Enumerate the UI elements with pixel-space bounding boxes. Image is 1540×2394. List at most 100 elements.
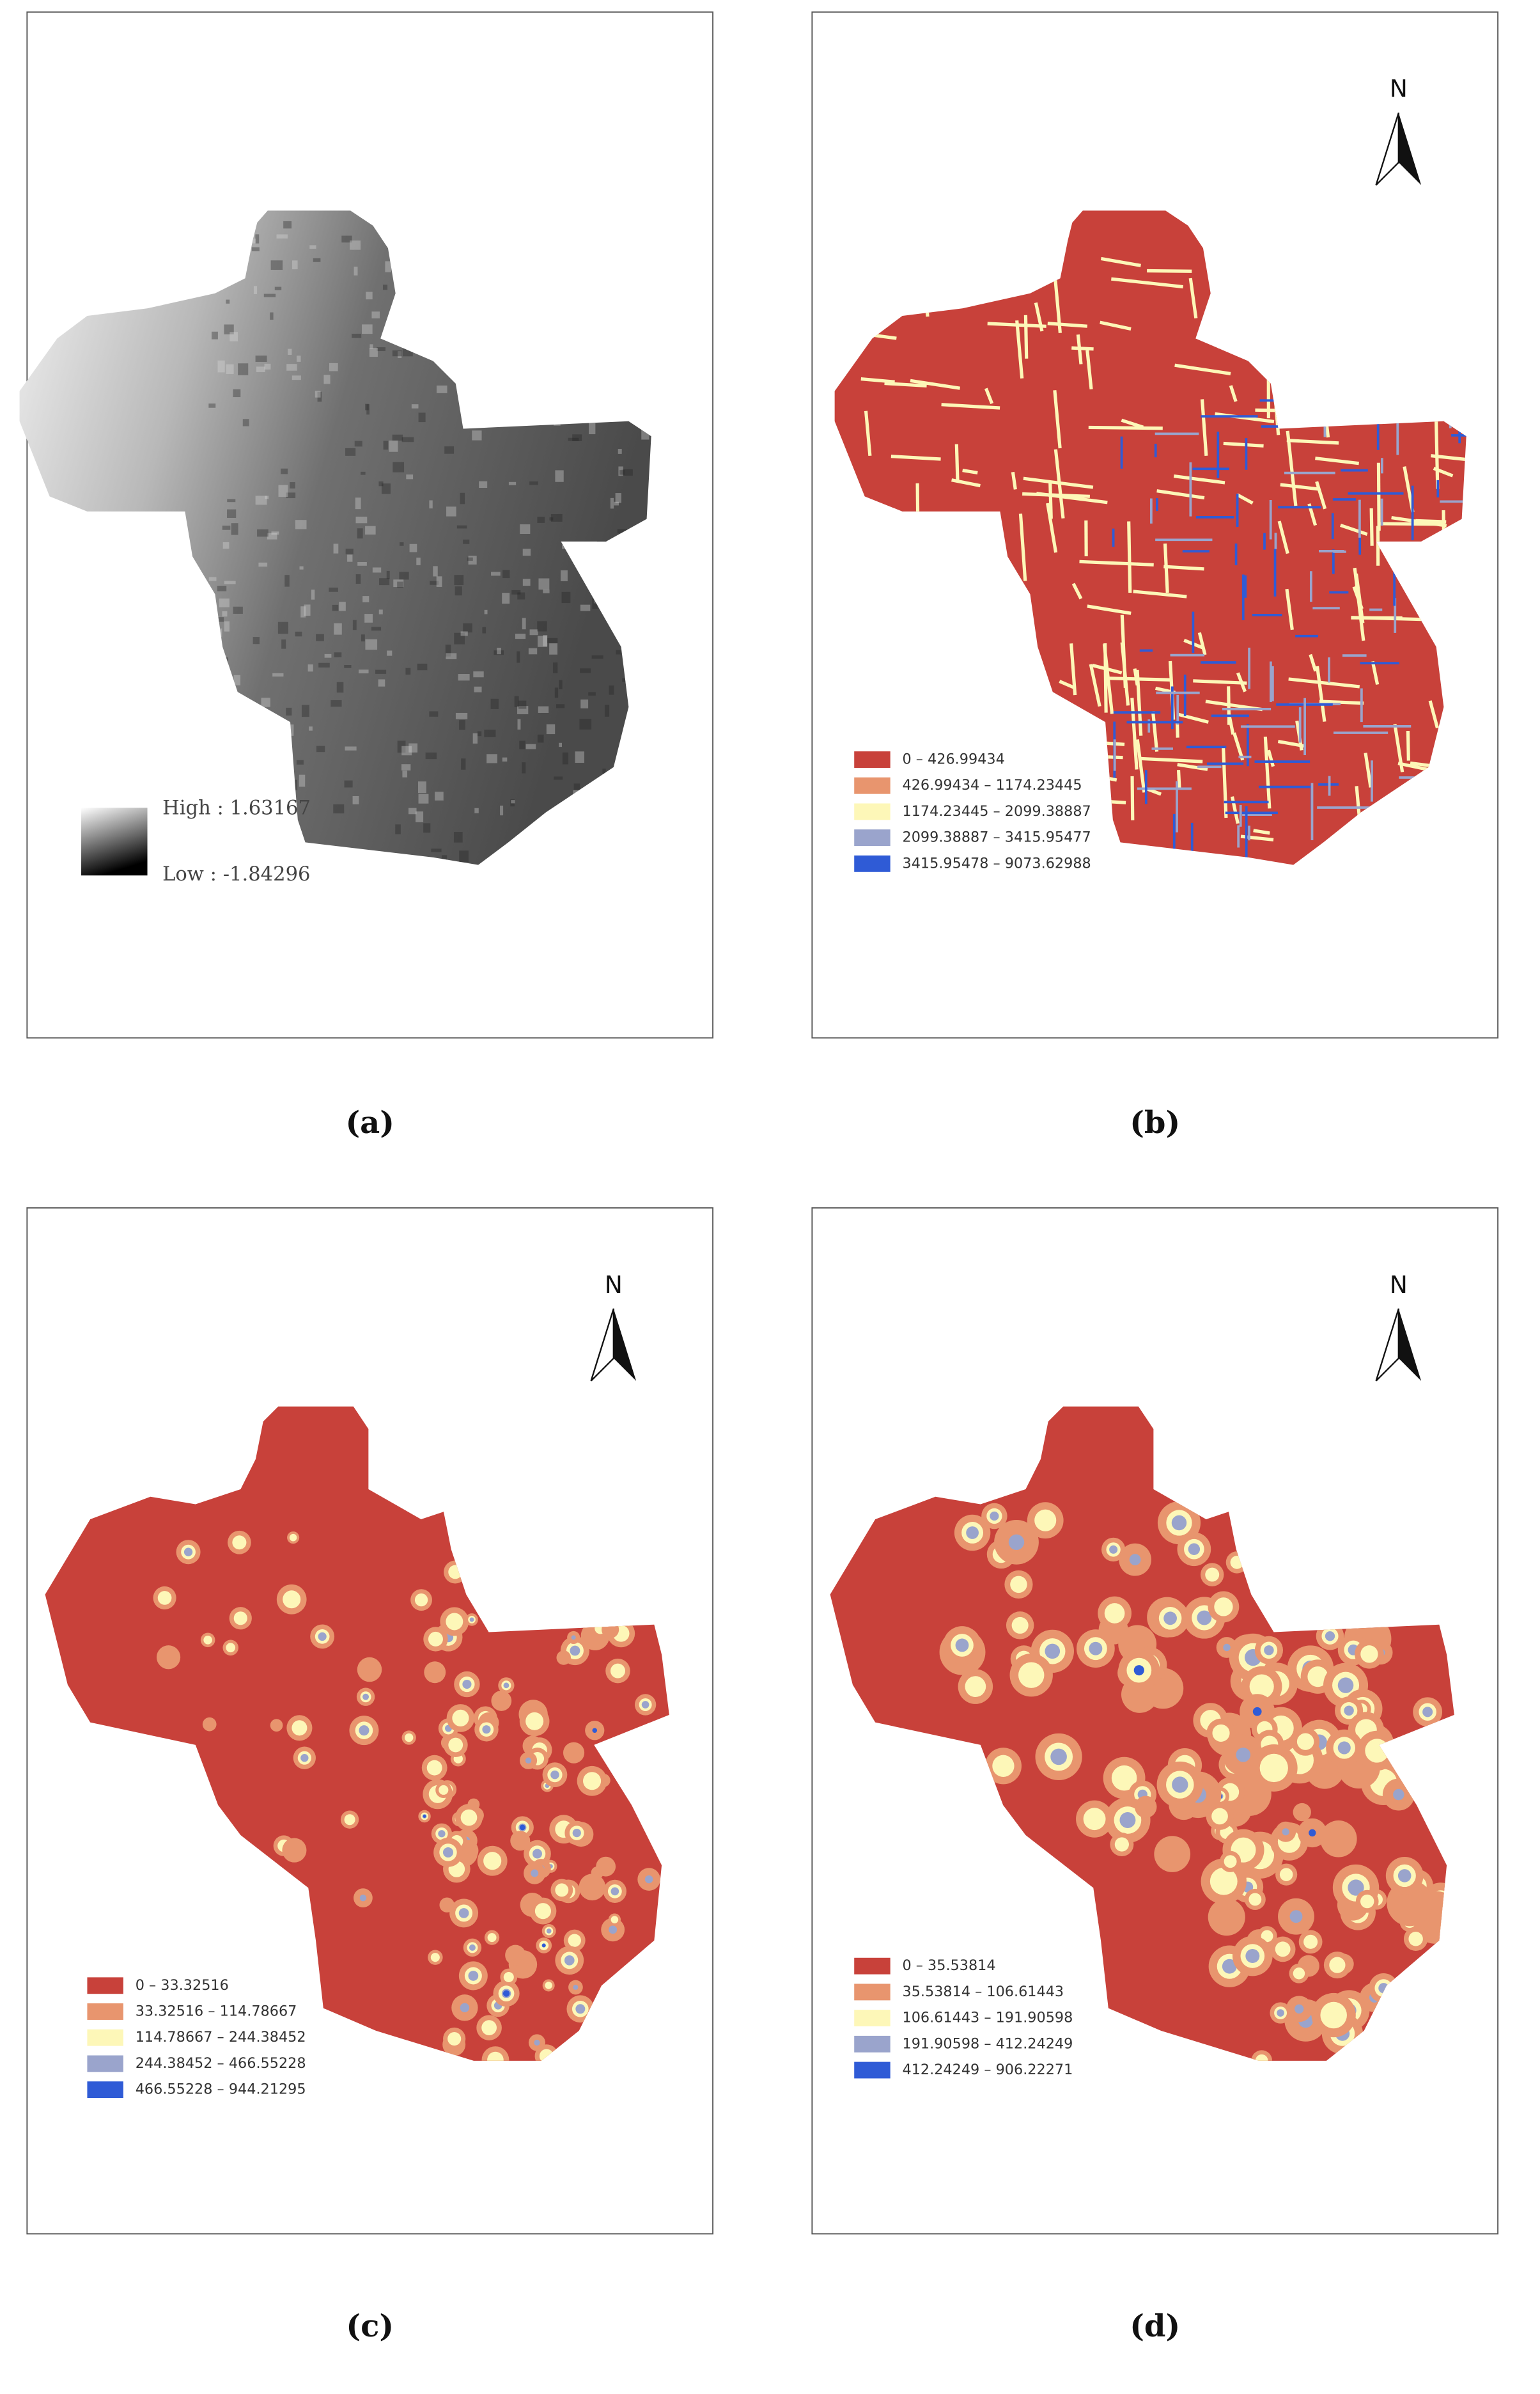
texture-cell [256,366,265,372]
texture-cell [252,247,260,251]
legend-label: 35.53814 – 106.61443 [903,1983,1064,2000]
hotspot-mid [452,1710,469,1726]
texture-cell [444,446,454,454]
hotspot-mid [234,1611,247,1625]
legend-label: 0 – 426.99434 [903,751,1005,768]
texture-cell [226,300,229,304]
texture-cell [538,735,544,743]
texture-cell [316,746,325,753]
texture-cell [561,592,570,603]
hotspot-mid [439,1785,448,1795]
texture-cell [255,234,259,243]
legend-label: 1174.23445 – 2099.38887 [903,803,1091,820]
texture-cell [345,448,355,456]
hotspot-mid [1010,1576,1027,1593]
hotspot-mid [1224,1855,1237,1868]
texture-cell [311,590,315,600]
hotspot [424,1661,446,1683]
texture-cell [222,526,231,530]
road [1071,348,1093,349]
hotspot-mid [1293,1968,1305,1979]
texture-cell [329,363,338,372]
texture-cell [554,777,563,780]
hotspot-high [1223,1644,1230,1651]
hotspot-high [470,1617,474,1622]
texture-cell [347,554,352,561]
legend-swatch [87,2003,123,2020]
texture-cell [517,593,525,600]
texture-cell [286,364,297,370]
hotspot-high [1282,1828,1289,1835]
hotspot-mid [1105,1603,1125,1623]
texture-cell [431,849,441,852]
hotspot-high [1338,1741,1351,1754]
hotspot-mid [283,1590,300,1608]
hotspot-high [1172,1776,1188,1792]
texture-cell [258,563,267,567]
hotspot-high [547,1928,552,1934]
hotspot [505,1945,525,1966]
legend-label: 426.99434 – 1174.23445 [903,777,1082,794]
legend-label: 0 – 35.53814 [903,1957,996,1974]
hotspot-high [573,1829,581,1837]
hotspot-high [438,1830,445,1837]
texture-cell [345,781,353,788]
hotspot-peak [1253,1707,1262,1716]
texture-cell [371,311,380,318]
road [1129,521,1130,593]
hotspot-high [1277,2009,1284,2017]
texture-cell [355,517,367,523]
texture-cell [423,823,430,833]
texture-cell [616,493,621,503]
texture-cell [518,701,526,709]
hotspot-mid [481,2020,497,2035]
texture-cell [446,653,456,659]
road [1132,776,1133,820]
texture-cell [357,528,363,538]
legend-swatch [854,1958,890,1975]
texture-cell [437,576,442,587]
texture-cell [588,692,596,695]
texture-cell [408,808,417,815]
hotspot-high [1009,1535,1024,1550]
legend-label: 466.55228 – 944.21295 [136,2081,306,2098]
road [956,444,958,481]
texture-cell [308,664,313,671]
texture-cell [315,391,321,398]
hotspot-high [503,1682,509,1688]
texture-cell [364,614,373,623]
hotspot-high [611,1888,619,1896]
legend-ramp [81,808,148,875]
texture-cell [400,542,403,546]
legend-high: High : 1.63167 [162,797,311,820]
texture-cell [297,356,301,362]
legend-label: 2099.38887 – 3415.95477 [903,829,1091,846]
texture-cell [454,832,463,843]
texture-cell [538,707,548,713]
texture-cell [589,423,595,435]
legend-swatch [87,2081,123,2098]
legend-swatch [854,2062,890,2079]
hotspot-high [534,2040,540,2046]
texture-cell [456,713,467,719]
texture-cell [418,781,426,793]
texture-cell [334,623,341,635]
texture-cell [417,664,428,670]
legend-label: 412.24249 – 906.22271 [903,2062,1073,2078]
texture-cell [217,586,226,591]
texture-cell [486,754,497,763]
texture-cell [224,622,229,632]
texture-cell [243,419,249,426]
texture-cell [385,262,391,272]
texture-cell [435,792,444,801]
hotspot [357,1657,382,1682]
texture-cell [297,760,304,765]
hotspot-mid [292,1720,307,1735]
texture-cell [353,620,357,630]
texture-cell [313,258,321,262]
hotspot-mid [290,1534,297,1541]
hotspot-high [469,1944,476,1951]
hotspot-mid [568,1934,581,1946]
